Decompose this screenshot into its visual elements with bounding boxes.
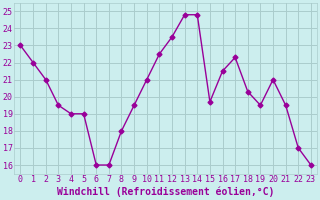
X-axis label: Windchill (Refroidissement éolien,°C): Windchill (Refroidissement éolien,°C) xyxy=(57,187,274,197)
